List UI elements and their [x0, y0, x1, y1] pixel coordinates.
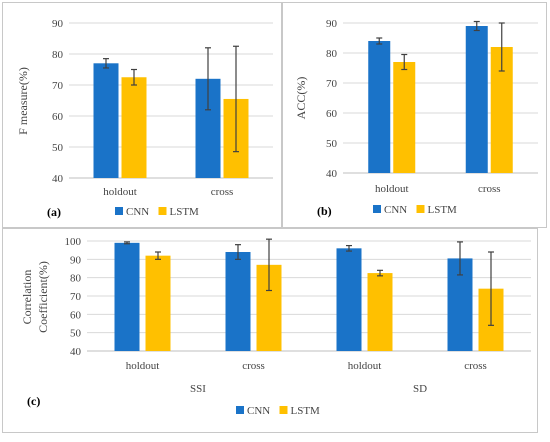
y-axis-label: Correlation Coefficient(%) [20, 261, 50, 333]
x-category-label: holdout [375, 183, 409, 195]
y-tick-label: 60 [70, 309, 82, 321]
x-group-label: SD [413, 383, 427, 395]
y-tick-label: 60 [326, 108, 338, 120]
bar-cnn [93, 63, 119, 178]
y-tick-label: 40 [52, 173, 64, 185]
legend-label-cnn: CNN [247, 405, 270, 417]
legend-swatch-lstm [279, 406, 288, 414]
legend-label-lstm: LSTM [428, 204, 458, 216]
bar-lstm [367, 273, 393, 351]
bar-lstm [145, 255, 171, 351]
legend-swatch-cnn [115, 207, 123, 215]
legend-label-lstm: LSTM [291, 405, 321, 417]
bar-cnn [336, 248, 362, 351]
x-category-label: cross [211, 186, 234, 198]
y-tick-label: 50 [326, 138, 338, 150]
y-tick-label: 80 [52, 49, 64, 61]
bar-lstm [393, 62, 416, 173]
panel-b: 40 50 60 70 80 90 ACC(%) holdout cross CNN LSTM (b) [282, 2, 547, 228]
legend-swatch-lstm [158, 207, 167, 215]
chart-c: 40 50 60 70 80 90 100 Correlation Coefficient(%)… [20, 236, 531, 417]
y-tick-label: 70 [326, 78, 338, 90]
x-category-label: cross [464, 360, 487, 372]
bar-cnn [225, 252, 251, 351]
bar-cnn [368, 41, 391, 173]
legend-swatch-lstm [416, 205, 425, 213]
panel-label: (a) [47, 205, 61, 219]
legend-label-cnn: CNN [126, 206, 149, 218]
y-tick-label: 80 [326, 48, 338, 60]
y-tick-label: 40 [326, 168, 338, 180]
bar-lstm [490, 47, 513, 173]
x-category-label: cross [242, 360, 265, 372]
panel-a: 40 50 60 70 80 90 F measure(%) holdout cross CNN L… [2, 2, 282, 228]
x-category-label: holdout [126, 360, 160, 372]
legend-label-cnn: CNN [384, 204, 407, 216]
legend-swatch-cnn [373, 205, 381, 213]
y-tick-label: 100 [65, 236, 82, 248]
y-tick-label: 90 [52, 18, 64, 30]
y-tick-label: 90 [70, 254, 82, 266]
y-tick-label: 70 [70, 291, 82, 303]
bar-cnn [465, 26, 488, 173]
chart-b: 40 50 60 70 80 90 ACC(%) holdout cross CNN LSTM (b) [294, 18, 538, 218]
legend-label-lstm: LSTM [170, 206, 200, 218]
panel-label: (b) [317, 204, 332, 218]
y-tick-label: 60 [52, 111, 64, 123]
bar-cnn [114, 242, 140, 351]
y-tick-label: 50 [70, 328, 82, 340]
legend-swatch-cnn [236, 406, 244, 414]
x-category-label: holdout [103, 186, 137, 198]
y-tick-label: 80 [70, 273, 82, 285]
chart-a: 40 50 60 70 80 90 F measure(%) holdout cross CNN L… [16, 18, 273, 219]
y-tick-label: 50 [52, 142, 64, 154]
y-axis-label-line: Correlation [20, 270, 34, 325]
panel-label: (c) [27, 394, 40, 408]
x-category-label: cross [478, 183, 501, 195]
y-axis-label-line: Coefficient(%) [36, 261, 50, 333]
panel-c: 40 50 60 70 80 90 100 Correlation Coefficient(%)… [2, 228, 538, 433]
y-tick-label: 90 [326, 18, 338, 30]
bar-lstm [121, 77, 147, 178]
x-category-label: holdout [348, 360, 382, 372]
y-axis-label: F measure(%) [16, 67, 30, 135]
x-group-label: SSI [190, 383, 206, 395]
y-tick-label: 40 [70, 346, 82, 358]
y-tick-label: 70 [52, 80, 64, 92]
y-axis-label: ACC(%) [294, 77, 308, 120]
